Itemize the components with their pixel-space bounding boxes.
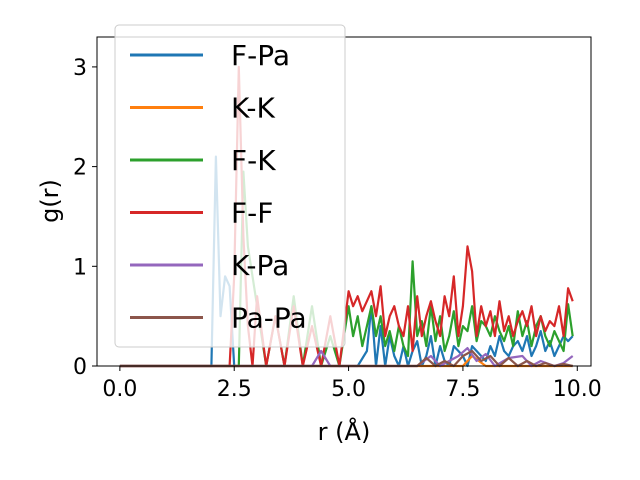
- legend-label-pa-pa: Pa-Pa: [231, 302, 307, 335]
- y-axis-label: g(r): [36, 179, 64, 223]
- legend-label-k-k: K-K: [231, 92, 276, 125]
- y-ticks: 0 1 2 3: [73, 56, 97, 380]
- y-tick-label: 2: [73, 156, 87, 181]
- y-tick-label: 0: [73, 355, 87, 380]
- x-tick-label: 0.0: [102, 377, 137, 402]
- x-tick-label: 2.5: [217, 377, 252, 402]
- x-tick-label: 10.0: [553, 377, 602, 402]
- y-tick-label: 3: [73, 56, 87, 81]
- legend-label-k-pa: K-Pa: [231, 249, 289, 282]
- x-ticks: 0.0 2.5 5.0 7.5 10.0: [102, 366, 602, 402]
- legend-label-f-f: F-F: [231, 197, 273, 230]
- legend-label-f-pa: F-Pa: [231, 39, 290, 72]
- legend: F-Pa K-K F-K F-F K-Pa Pa-Pa: [114, 24, 346, 348]
- legend-box: [114, 24, 346, 348]
- y-tick-label: 1: [73, 255, 87, 280]
- x-tick-label: 5.0: [331, 377, 366, 402]
- legend-items: F-Pa K-K F-K F-F K-Pa Pa-Pa: [130, 39, 307, 335]
- x-axis-label: r (Å): [318, 417, 371, 446]
- x-tick-label: 7.5: [445, 377, 480, 402]
- legend-label-f-k: F-K: [231, 144, 276, 177]
